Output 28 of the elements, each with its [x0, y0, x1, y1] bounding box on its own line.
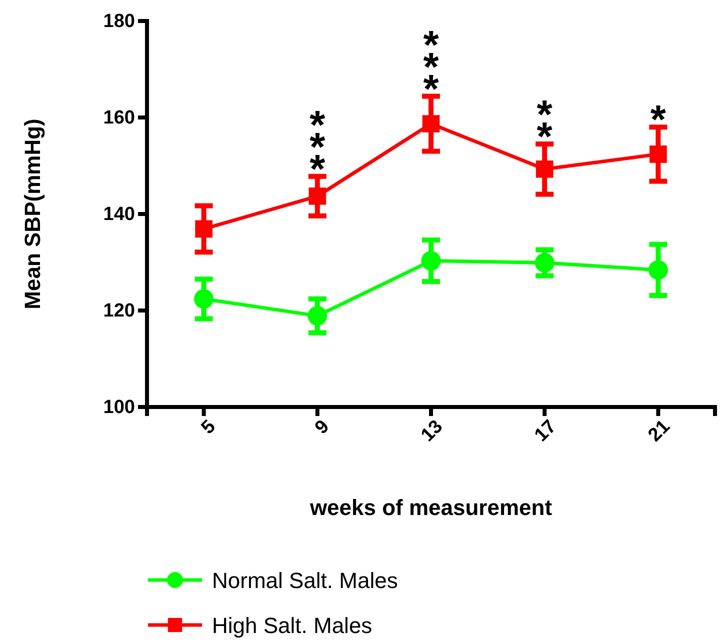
- x-tick-label: 9: [311, 416, 334, 439]
- y-axis-title: Mean SBP(mmHg): [20, 118, 45, 310]
- point: [421, 251, 441, 271]
- point: [536, 160, 554, 178]
- y-tick-label: 100: [103, 397, 135, 418]
- legend-label: Normal Salt. Males: [212, 568, 398, 593]
- y-tick-label: 160: [103, 108, 135, 129]
- y-tick-label: 180: [103, 11, 135, 32]
- point: [422, 115, 440, 132]
- x-tick-label: 5: [198, 416, 220, 439]
- annotation: *: [650, 98, 666, 142]
- y-tick-label: 140: [103, 204, 135, 226]
- point: [308, 187, 326, 205]
- annotation: ***: [423, 23, 440, 112]
- annotation: ***: [310, 103, 326, 192]
- y-tick-label: 120: [103, 300, 135, 322]
- annotation: **: [536, 93, 553, 160]
- point: [194, 289, 214, 309]
- point: [648, 260, 668, 280]
- x-tick-label: 17: [530, 416, 561, 446]
- x-tick-label: 13: [417, 416, 448, 446]
- point: [534, 252, 554, 272]
- point: [195, 220, 212, 238]
- point: [308, 306, 328, 326]
- point: [650, 146, 667, 163]
- x-tick-label: 21: [644, 416, 675, 446]
- x-axis-title: weeks of measurement: [308, 495, 553, 520]
- legend-label: High Salt. Males: [212, 613, 372, 638]
